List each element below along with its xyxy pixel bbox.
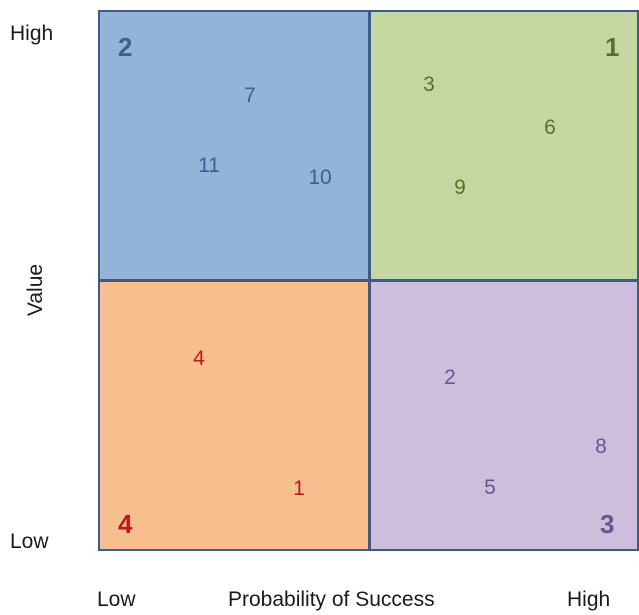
item-5: 5 — [484, 476, 496, 499]
quadrant-2-number: 2 — [118, 32, 133, 62]
quadrant-4-number: 4 — [118, 509, 133, 539]
quadrant-3: 3 2 8 5 — [369, 281, 639, 551]
item-11: 11 — [198, 154, 220, 177]
item-8: 8 — [595, 435, 607, 458]
x-axis-low-label: Low — [97, 588, 136, 611]
quadrant-1: 1 3 6 9 — [369, 10, 639, 280]
quadrant-4: 4 4 1 — [98, 281, 368, 551]
y-axis-title: Value — [24, 263, 47, 317]
x-axis-high-label: High — [567, 588, 611, 611]
priority-matrix: 2 7 11 10 1 3 6 9 4 4 1 3 2 8 5 — [98, 10, 639, 551]
item-2: 2 — [444, 366, 456, 389]
item-6: 6 — [544, 116, 556, 139]
item-3: 3 — [423, 73, 435, 96]
item-7: 7 — [244, 84, 256, 107]
quadrant-1-number: 1 — [605, 32, 620, 62]
x-axis-title: Probability of Success — [228, 588, 435, 611]
item-1: 1 — [293, 477, 305, 500]
item-9: 9 — [454, 176, 466, 199]
y-axis-high-label: High — [10, 22, 54, 45]
y-axis-low-label: Low — [10, 530, 49, 553]
item-10: 10 — [308, 166, 332, 189]
quadrant-3-number: 3 — [600, 509, 615, 539]
quadrant-2: 2 7 11 10 — [98, 10, 368, 280]
horizontal-divider — [98, 279, 639, 282]
item-4: 4 — [193, 347, 205, 370]
